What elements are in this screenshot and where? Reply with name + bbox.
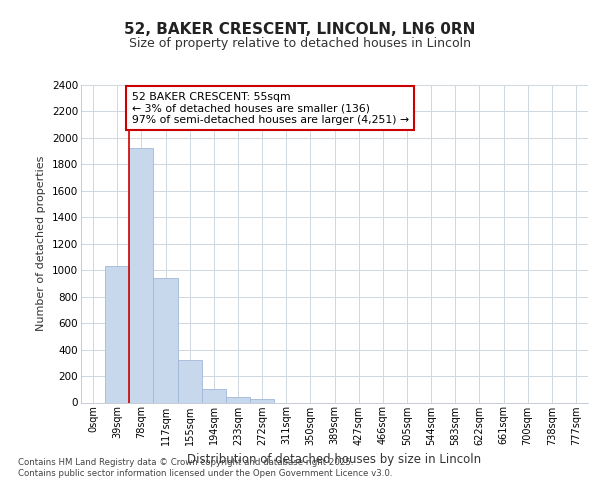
- Bar: [129, 148, 154, 402]
- Text: 52, BAKER CRESCENT, LINCOLN, LN6 0RN: 52, BAKER CRESCENT, LINCOLN, LN6 0RN: [124, 22, 476, 38]
- Bar: [202, 390, 226, 402]
- Bar: [250, 398, 274, 402]
- Y-axis label: Number of detached properties: Number of detached properties: [37, 156, 46, 332]
- Bar: [154, 278, 178, 402]
- Bar: [105, 266, 129, 402]
- Bar: [178, 360, 202, 403]
- Text: 52 BAKER CRESCENT: 55sqm
← 3% of detached houses are smaller (136)
97% of semi-d: 52 BAKER CRESCENT: 55sqm ← 3% of detache…: [132, 92, 409, 125]
- Text: Contains HM Land Registry data © Crown copyright and database right 2025.: Contains HM Land Registry data © Crown c…: [18, 458, 353, 467]
- Text: Size of property relative to detached houses in Lincoln: Size of property relative to detached ho…: [129, 38, 471, 51]
- Bar: [226, 397, 250, 402]
- Text: Contains public sector information licensed under the Open Government Licence v3: Contains public sector information licen…: [18, 470, 392, 478]
- X-axis label: Distribution of detached houses by size in Lincoln: Distribution of detached houses by size …: [187, 453, 482, 466]
